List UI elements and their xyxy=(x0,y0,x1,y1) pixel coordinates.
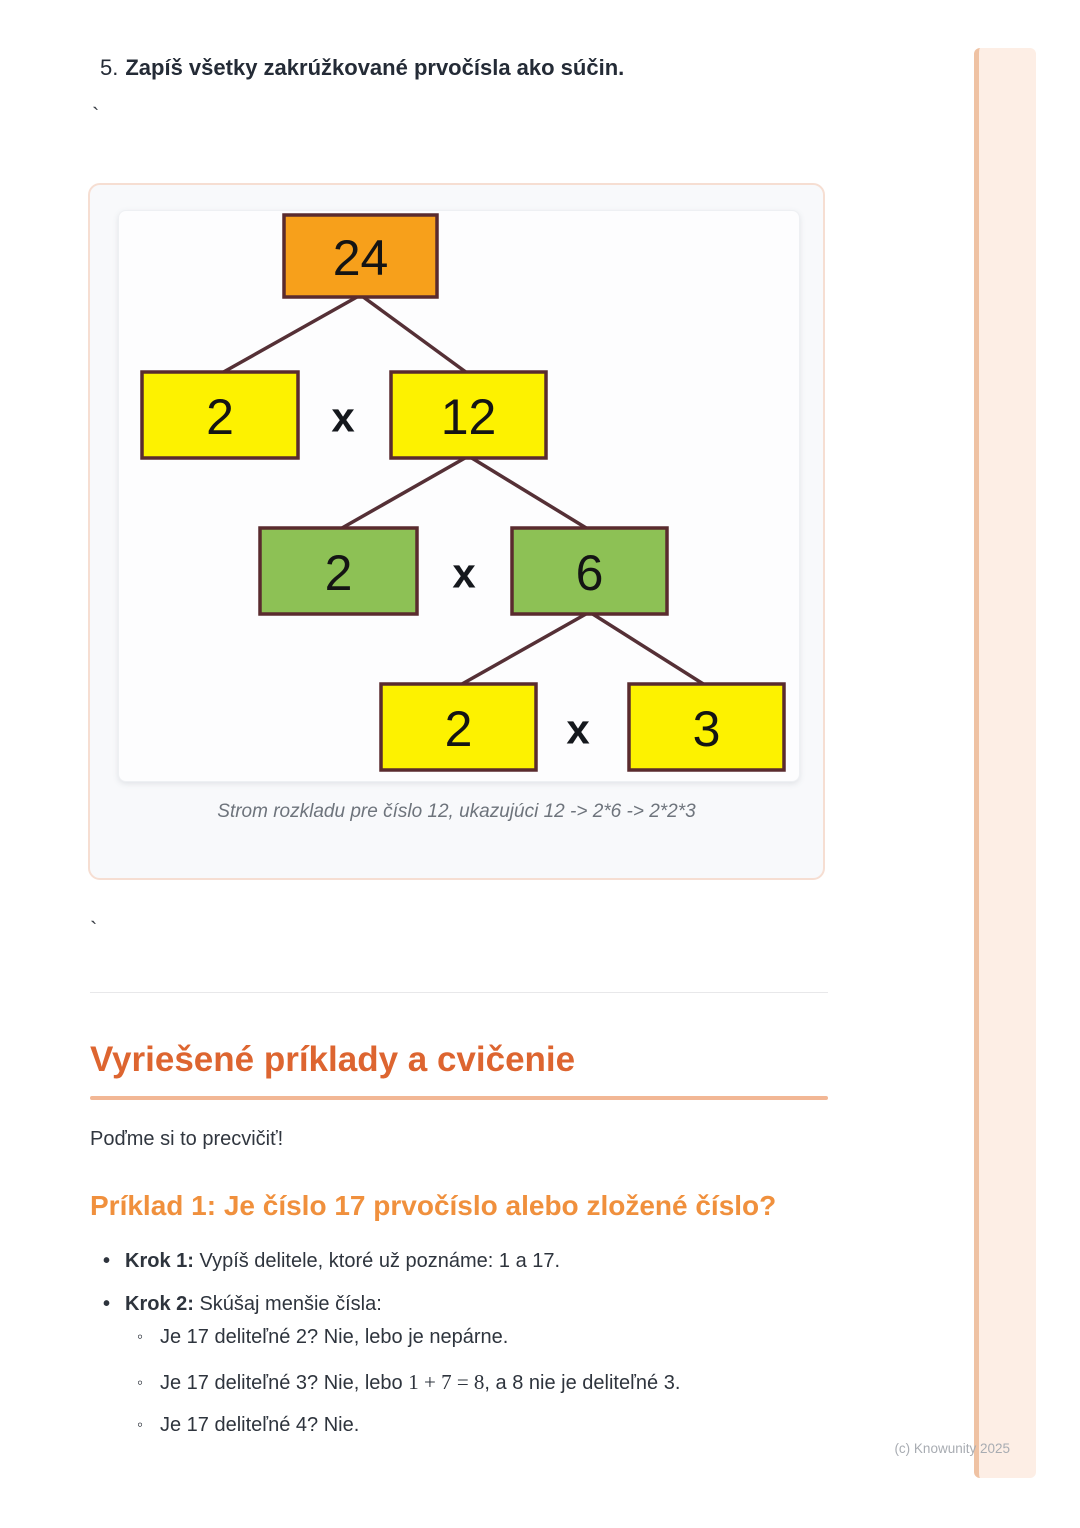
svg-text:2: 2 xyxy=(206,389,234,445)
task-title: Zapíš všetky zakrúžkované prvočísla ako … xyxy=(125,55,625,80)
stray-backtick-bottom: ` xyxy=(90,917,98,942)
task-item-5: 5. Zapíš všetky zakrúžkované prvočísla ak… xyxy=(100,55,624,81)
section-intro: Poďme si to precvičiť! xyxy=(90,1128,284,1150)
circle-bullet-icon: ◦ xyxy=(137,1373,144,1392)
step-text: Skúšaj menšie čísla: xyxy=(199,1293,382,1315)
check-text-pre: Je 17 deliteľné 3? Nie, lebo xyxy=(160,1372,409,1394)
figure-caption: Strom rozkladu pre číslo 12, ukazujúci 1… xyxy=(217,801,696,822)
figure-card: 24 2 12 2 6 2 3 x x x Strom rozkladu pre číslo 12… xyxy=(88,183,825,880)
list-item-check-1: ◦ Je 17 deliteľné 2? Nie, lebo je nepárne… xyxy=(90,1326,508,1349)
section-heading: Vyriešené príklady a cvičenie xyxy=(90,1040,576,1079)
task-number: 5. xyxy=(100,55,119,80)
svg-text:x: x xyxy=(452,550,476,597)
svg-text:x: x xyxy=(566,706,590,753)
copyright-text: (c) Knowunity 2025 xyxy=(894,1441,1010,1456)
svg-text:12: 12 xyxy=(441,389,497,445)
step-label: Krok 1: xyxy=(125,1250,194,1272)
section-divider xyxy=(90,992,828,993)
circle-bullet-icon: ◦ xyxy=(137,1327,144,1346)
check-text: Je 17 deliteľné 4? Nie. xyxy=(160,1414,360,1436)
step-label: Krok 2: xyxy=(125,1293,194,1315)
list-item-check-3: ◦ Je 17 deliteľné 4? Nie. xyxy=(90,1414,359,1437)
list-item-check-2: ◦ Je 17 deliteľné 3? Nie, lebo 1 + 7 = 8,… xyxy=(90,1370,680,1395)
svg-text:24: 24 xyxy=(333,230,389,286)
svg-text:2: 2 xyxy=(445,701,473,757)
check-math-expression: 1 + 7 = 8 xyxy=(408,1370,485,1394)
example-heading: Príklad 1: Je číslo 17 prvočíslo alebo z… xyxy=(90,1190,777,1221)
list-item-step-1: • Krok 1: Vypíš delitele, ktoré už poznám… xyxy=(90,1250,560,1273)
stray-backtick-top: ` xyxy=(92,103,100,128)
check-text-post: , a 8 nie je deliteľné 3. xyxy=(484,1372,681,1394)
step-text: Vypíš delitele, ktoré už poznáme: 1 a 17… xyxy=(199,1250,561,1272)
svg-text:2: 2 xyxy=(325,545,353,601)
section-heading-underline xyxy=(90,1096,828,1100)
page-margin-bar xyxy=(974,48,1036,1478)
factor-tree-svg: 24 2 12 2 6 2 3 x x x xyxy=(140,213,786,772)
factor-tree-image: 24 2 12 2 6 2 3 x x x xyxy=(118,210,800,782)
check-text: Je 17 deliteľné 2? Nie, lebo je nepárne. xyxy=(160,1326,509,1348)
svg-text:6: 6 xyxy=(576,545,604,601)
bullet-icon: • xyxy=(103,1293,111,1315)
svg-text:x: x xyxy=(331,394,355,441)
bullet-icon: • xyxy=(103,1250,111,1272)
circle-bullet-icon: ◦ xyxy=(137,1415,144,1434)
svg-text:3: 3 xyxy=(693,701,721,757)
list-item-step-2: • Krok 2: Skúšaj menšie čísla: xyxy=(90,1293,382,1316)
